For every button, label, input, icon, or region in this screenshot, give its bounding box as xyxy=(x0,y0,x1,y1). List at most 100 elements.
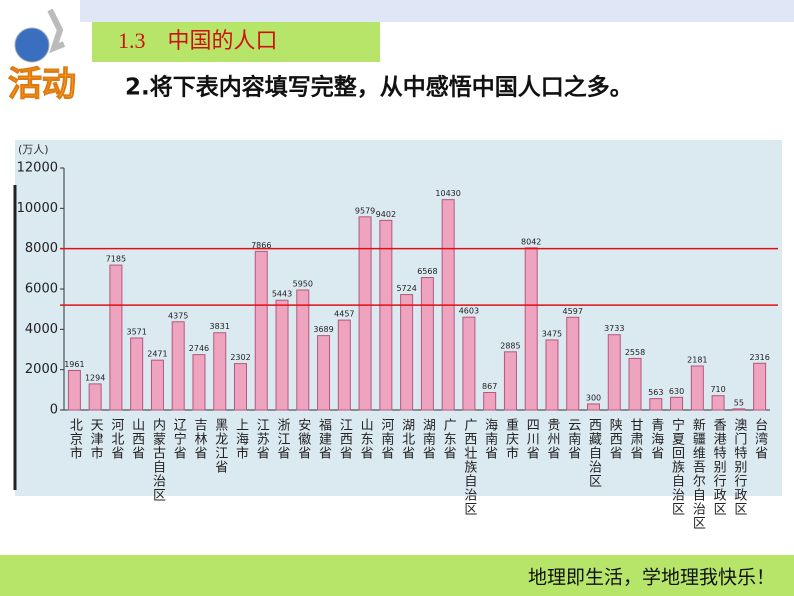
x-tick-label: 广东省 xyxy=(441,418,457,460)
value-label: 9579 xyxy=(355,206,375,215)
value-label: 9402 xyxy=(376,210,396,219)
bar xyxy=(130,337,144,411)
x-tick-label: 陕西省 xyxy=(607,418,623,460)
y-tick-label: 10000 xyxy=(17,201,58,216)
value-label: 3831 xyxy=(210,322,230,331)
x-tick-label: 湖北省 xyxy=(399,418,415,460)
bar xyxy=(711,395,725,411)
x-tick-label: 辽宁省 xyxy=(171,418,187,460)
value-label: 5950 xyxy=(293,280,313,289)
top-band xyxy=(80,0,794,22)
value-label: 2558 xyxy=(625,348,645,357)
plot: 0 2000 4000 6000 8000 10000 12000 1961 北京市 1294 天津… xyxy=(17,161,778,530)
value-label: 300 xyxy=(586,393,601,402)
x-tick-label: 河北省 xyxy=(108,418,124,460)
bar xyxy=(150,359,164,411)
logo-globe xyxy=(14,27,50,63)
value-label: 3733 xyxy=(604,324,624,333)
x-tick-label: 重庆市 xyxy=(503,417,519,460)
value-label: 8042 xyxy=(521,237,541,246)
bar xyxy=(379,219,393,411)
y-unit: (万人) xyxy=(18,143,49,156)
bar xyxy=(587,403,600,411)
value-label: 1294 xyxy=(85,373,105,382)
x-tick-label: 四川省 xyxy=(524,418,540,460)
x-tick-label: 海南省 xyxy=(482,418,498,460)
value-label: 3689 xyxy=(313,325,333,334)
value-label: 7185 xyxy=(106,255,126,264)
bar xyxy=(545,339,559,411)
x-tick-label: 安徽省 xyxy=(295,418,311,460)
value-label: 630 xyxy=(669,387,684,396)
value-label: 4603 xyxy=(459,307,479,316)
bar xyxy=(88,383,102,411)
value-label: 4375 xyxy=(168,311,188,320)
bar xyxy=(234,363,247,411)
bar xyxy=(420,277,434,411)
bar xyxy=(337,319,351,411)
bar xyxy=(275,299,289,411)
y-tick-label: 4000 xyxy=(25,322,58,337)
x-tick-label: 西藏自治区 xyxy=(586,418,602,488)
x-tick-label: 福建省 xyxy=(316,418,332,460)
value-label: 4457 xyxy=(334,310,354,319)
x-tick-label: 江苏省 xyxy=(254,418,270,460)
x-tick-label: 澳门特别行政区 xyxy=(731,417,747,516)
bar xyxy=(400,294,414,411)
bar xyxy=(753,362,767,411)
bar xyxy=(192,354,206,411)
y-tick-label: 6000 xyxy=(25,282,58,297)
section-box xyxy=(92,22,380,62)
bar xyxy=(566,316,580,411)
x-tick-label: 贵州省 xyxy=(544,418,560,460)
x-tick-label: 云南省 xyxy=(565,418,581,460)
x-tick-label: 宁夏回族自治区 xyxy=(669,417,685,516)
x-tick-label: 湖南省 xyxy=(420,418,436,460)
y-tick-label: 8000 xyxy=(25,241,58,256)
value-label: 3475 xyxy=(542,329,562,338)
x-tick-label: 内蒙古自治区 xyxy=(150,417,166,502)
x-tick-label: 天津市 xyxy=(88,418,104,460)
x-tick-label: 新疆维吾尔自治区 xyxy=(690,417,706,530)
bar xyxy=(670,396,684,411)
y-tick-label: 2000 xyxy=(25,362,58,377)
footer-bar xyxy=(0,555,794,596)
value-label: 55 xyxy=(734,398,744,407)
chart-background xyxy=(15,140,782,496)
value-label: 2181 xyxy=(687,356,707,365)
bar xyxy=(462,316,476,411)
value-label: 2471 xyxy=(147,350,167,359)
value-label: 6568 xyxy=(417,267,437,276)
x-tick-label: 吉林省 xyxy=(191,418,207,460)
bar xyxy=(317,335,331,411)
x-tick-label: 香港特别行政区 xyxy=(711,418,727,516)
bar xyxy=(67,369,81,411)
value-label: 563 xyxy=(648,388,663,397)
value-label: 2746 xyxy=(189,344,209,353)
x-tick-label: 江西省 xyxy=(337,418,353,460)
value-label: 5724 xyxy=(396,284,416,293)
x-tick-label: 河南省 xyxy=(378,418,394,460)
x-tick-label: 山西省 xyxy=(129,418,145,460)
x-tick-label: 上海市 xyxy=(233,418,249,460)
bar xyxy=(690,365,704,411)
bar xyxy=(524,247,538,411)
value-label: 7866 xyxy=(251,241,271,250)
x-tick-label: 黑龙江省 xyxy=(212,418,228,474)
bar xyxy=(358,216,372,411)
bar xyxy=(503,351,517,411)
bar xyxy=(607,334,621,411)
bar xyxy=(628,357,642,411)
x-tick-label: 北京市 xyxy=(67,418,83,460)
x-tick-label: 浙江省 xyxy=(275,418,291,460)
bar xyxy=(109,264,123,411)
value-label: 2316 xyxy=(749,353,769,362)
y-tick-label: 0 xyxy=(50,403,58,418)
value-label: 2302 xyxy=(230,353,250,362)
value-label: 10430 xyxy=(435,189,460,198)
x-tick-label: 山东省 xyxy=(358,418,374,460)
activity-label: 活动 xyxy=(8,65,76,105)
logo-figure xyxy=(47,8,66,54)
